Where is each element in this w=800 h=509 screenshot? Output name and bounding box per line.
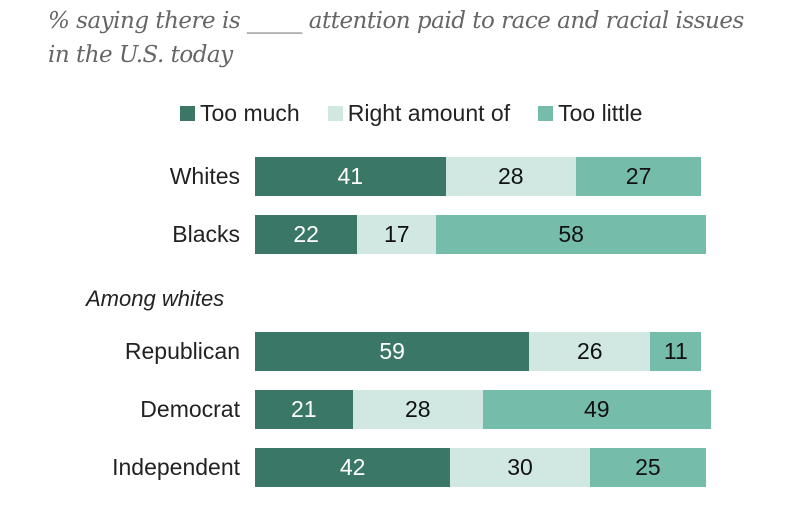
section-label-among-whites: Among whites (86, 286, 225, 311)
data-label: 28 (497, 163, 524, 189)
category-label-republican: Republican (124, 338, 240, 364)
legend-swatch-too-little (538, 105, 554, 121)
data-label: 49 (583, 396, 610, 422)
data-label: 30 (507, 454, 533, 480)
category-label-independent: Independent (112, 454, 240, 480)
bar-segment-independent-too-little: 25 (589, 448, 707, 487)
legend-label: Too much (200, 99, 300, 126)
data-label: 27 (625, 163, 652, 189)
bar-segment-republican-right-amount-of: 26 (529, 332, 651, 371)
data-label: 28 (404, 396, 431, 422)
bar-segment-independent-too-much: 42 (255, 448, 451, 487)
data-label: 59 (379, 338, 405, 364)
bar-segment-whites-too-much: 41 (255, 157, 446, 196)
data-label: 58 (558, 221, 584, 247)
legend-item-too-little: Too little (538, 100, 642, 127)
data-label: 25 (635, 454, 661, 480)
bar-segment-democrat-too-little: 49 (482, 390, 711, 429)
bar-whites: 41 28 27 (255, 157, 702, 196)
bar-independent: 42 30 25 (255, 448, 707, 487)
legend-swatch-too-much (180, 105, 195, 121)
bar-segment-independent-right-amount-of: 30 (450, 448, 590, 487)
data-label: 41 (337, 163, 364, 189)
data-label: 21 (291, 396, 317, 422)
legend: Too much Right amount of Too little (180, 98, 670, 128)
data-label: 42 (339, 454, 366, 480)
bar-segment-democrat-right-amount-of: 28 (352, 390, 483, 429)
data-label: 22 (293, 221, 319, 247)
bar-segment-whites-right-amount-of: 28 (445, 157, 576, 196)
bar-segment-democrat-too-much: 21 (255, 390, 353, 429)
legend-swatch-right-amount (327, 105, 343, 121)
category-label-blacks: Blacks (172, 221, 240, 247)
bar-blacks: 22 17 58 (255, 215, 707, 254)
category-label-whites: Whites (169, 163, 240, 189)
bar-segment-blacks-too-much: 22 (255, 215, 358, 254)
bar-segment-blacks-right-amount-of: 17 (357, 215, 437, 254)
bar-segment-republican-too-much: 59 (255, 332, 530, 371)
data-label: 17 (384, 221, 410, 247)
bar-republican: 59 26 11 (255, 332, 702, 371)
bar-democrat: 21 28 49 (255, 390, 711, 429)
legend-label: Too little (558, 99, 643, 126)
bar-segment-blacks-too-little: 58 (436, 215, 707, 254)
chart-title: % saying there is _____ attention paid t… (48, 8, 744, 68)
legend-item-too-much: Too much (180, 100, 300, 127)
legend-label: Right amount of (347, 99, 511, 126)
legend-item-right-amount: Right amount of (327, 99, 511, 127)
bar-segment-whites-too-little: 27 (575, 157, 702, 196)
bar-segment-republican-too-little: 11 (650, 332, 702, 371)
category-label-democrat: Democrat (140, 396, 240, 422)
data-label: 11 (663, 338, 688, 364)
data-label: 26 (576, 338, 603, 364)
